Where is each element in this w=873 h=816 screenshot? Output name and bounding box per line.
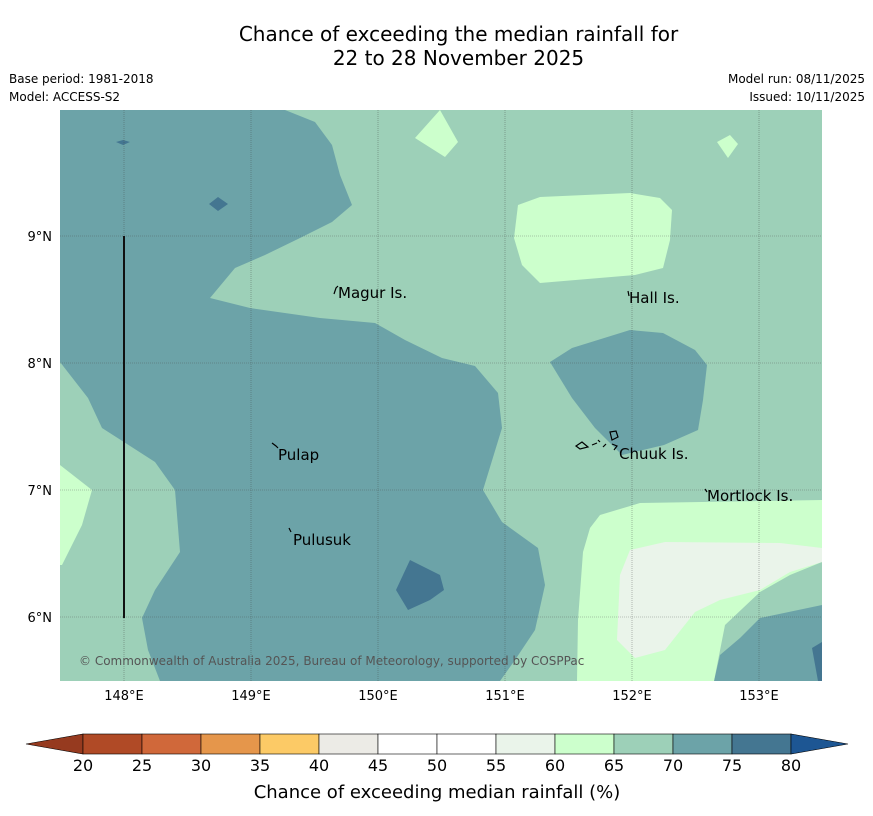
colorbar-tick-label: 35 [250,756,270,775]
lon-tick: 151°E [485,689,525,704]
colorbar-swatch [141,733,202,755]
colorbar-swatch [377,733,438,755]
model-run: Model run: 08/11/2025 [727,72,865,86]
colorbar-label: Chance of exceeding median rainfall (%) [254,782,621,803]
lon-tick: 148°E [104,689,144,704]
band-75-80-a [116,140,130,145]
place-pulap: Pulap [278,446,319,464]
lat-tick: 8°N [28,357,53,372]
colorbar: 20 25 30 35 40 45 50 55 60 65 70 75 80 [25,733,849,775]
colorbar-swatch [82,733,143,755]
rainfall-map[interactable]: Magur Is. Hall Is. Pulap Pulusuk Chuuk I… [60,110,822,681]
place-mortlock: Mortlock Is. [707,487,793,505]
lat-tick: 6°N [28,611,53,626]
colorbar-tick-label: 25 [132,756,152,775]
copyright-text: © Commonwealth of Australia 2025, Bureau… [79,654,584,668]
colorbar-tick-label: 30 [191,756,211,775]
lon-tick: 152°E [612,689,652,704]
colorbar-swatch [731,733,792,755]
band-75-80-d [812,642,822,681]
meta-right: Model run: 08/11/2025 Issued: 10/11/2025 [728,70,865,106]
colorbar-tick-label: 65 [604,756,624,775]
band-70-75-se [714,605,822,681]
colorbar-tick-label: 50 [427,756,447,775]
title-line-1: Chance of exceeding the median rainfall … [238,22,679,46]
place-magur: Magur Is. [338,284,407,302]
model-name: Model: ACCESS-S2 [9,90,121,104]
band-55-60-southeast [617,542,822,658]
band-60-65-center [514,193,672,283]
band-70-75-west [60,110,545,681]
lat-tick: 7°N [28,484,53,499]
band-70-75-chuuk [550,330,707,455]
band-75-80-c [396,560,444,610]
place-chuuk: Chuuk Is. [619,445,688,463]
band-60-65-north-a [415,110,458,157]
lon-tick: 150°E [358,689,398,704]
lon-tick: 153°E [739,689,779,704]
title-line-2: 22 to 28 November 2025 [332,46,585,70]
colorbar-tick-label: 40 [309,756,329,775]
colorbar-swatch [495,733,556,755]
colorbar-tick-label: 70 [663,756,683,775]
colorbar-tick-label: 45 [368,756,388,775]
colorbar-swatch [436,733,497,755]
colorbar-tick-label: 75 [722,756,742,775]
colorbar-swatch [554,733,615,755]
colorbar-tick-label: 20 [73,756,93,775]
colorbar-swatch [613,733,674,755]
place-hall: Hall Is. [629,289,680,307]
place-pulusuk: Pulusuk [293,531,351,549]
lon-tick-labels: 148°E 149°E 150°E 151°E 152°E 153°E [104,689,779,704]
colorbar-over-arrow [790,733,849,755]
band-75-80-b [209,197,228,211]
lat-tick: 9°N [28,230,53,245]
colorbar-tick-label: 80 [781,756,801,775]
colorbar-swatch [259,733,320,755]
island-outlines [271,285,708,533]
colorbar-tick-label: 55 [486,756,506,775]
band-60-65-north-b [717,135,738,158]
colorbar-swatch [200,733,261,755]
chart-title: Chance of exceeding the median rainfall … [0,22,873,70]
colorbar-swatch [672,733,733,755]
colorbar-swatch [318,733,379,755]
meta-left: Base period: 1981-2018 Model: ACCESS-S2 [9,70,154,106]
base-period: Base period: 1981-2018 [9,72,154,86]
colorbar-tick-label: 60 [545,756,565,775]
lon-tick: 149°E [231,689,271,704]
lat-tick-labels: 9°N 8°N 7°N 6°N [28,230,53,626]
gridlines [60,110,822,681]
colorbar-under-arrow [25,733,84,755]
issued-date: Issued: 10/11/2025 [749,90,865,104]
